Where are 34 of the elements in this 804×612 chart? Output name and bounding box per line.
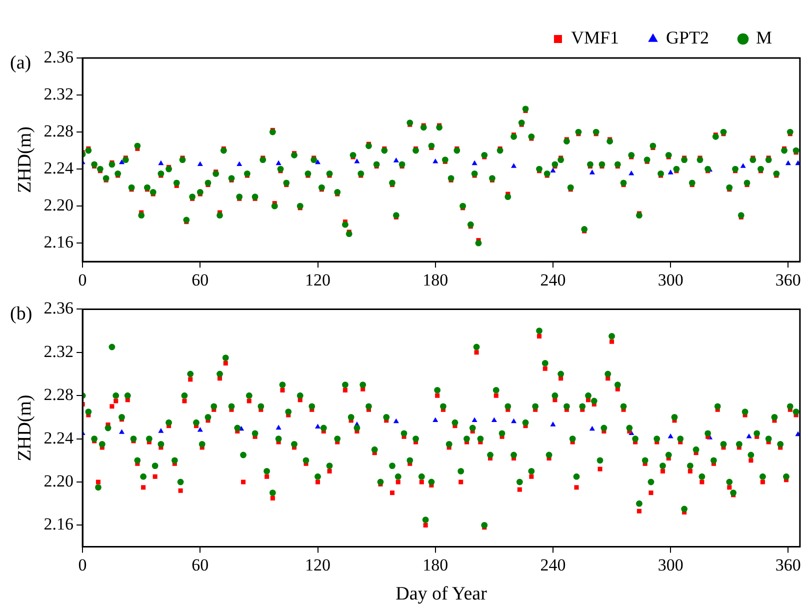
y-tick-label: 2.32 bbox=[44, 84, 74, 104]
x-tick-label: 0 bbox=[78, 555, 87, 574]
x-axis-title: Day of Year bbox=[396, 584, 488, 605]
y-tick-label: 2.32 bbox=[44, 342, 74, 361]
y-tick-label: 2.20 bbox=[44, 196, 74, 215]
x-tick-label: 60 bbox=[192, 270, 209, 290]
x-tick-label: 360 bbox=[775, 555, 801, 574]
text: (b) bbox=[10, 304, 32, 325]
y-tick-label: 2.24 bbox=[44, 428, 74, 448]
x-tick-label: 60 bbox=[192, 555, 209, 574]
x-tick-label: 120 bbox=[305, 555, 331, 574]
legend-label: VMF1 bbox=[570, 28, 619, 48]
y-tick-label: 2.36 bbox=[44, 47, 74, 66]
y-axis-title: ZHD(m) bbox=[14, 126, 36, 194]
y-tick-label: 2.28 bbox=[44, 385, 74, 404]
y-tick-label: 2.36 bbox=[44, 298, 74, 318]
y-tick-label: 2.16 bbox=[44, 232, 74, 252]
x-tick-label: 180 bbox=[422, 270, 448, 290]
legend-label: M bbox=[756, 28, 772, 48]
y-tick-label: 2.24 bbox=[44, 158, 74, 178]
text: (a) bbox=[10, 52, 32, 74]
x-tick-label: 300 bbox=[658, 270, 684, 290]
x-tick-label: 360 bbox=[775, 270, 801, 290]
y-axis-title: ZHD(m) bbox=[14, 394, 36, 462]
x-tick-label: 120 bbox=[305, 270, 331, 290]
x-tick-label: 180 bbox=[422, 555, 448, 574]
legend-label: GPT2 bbox=[666, 28, 710, 48]
y-tick-label: 2.28 bbox=[44, 122, 74, 141]
x-tick-label: 300 bbox=[658, 555, 684, 574]
x-tick-label: 240 bbox=[540, 555, 566, 574]
x-tick-label: 240 bbox=[540, 270, 566, 290]
x-tick-label: 0 bbox=[78, 270, 87, 290]
y-tick-label: 2.16 bbox=[44, 514, 74, 534]
y-tick-label: 2.20 bbox=[44, 471, 74, 490]
